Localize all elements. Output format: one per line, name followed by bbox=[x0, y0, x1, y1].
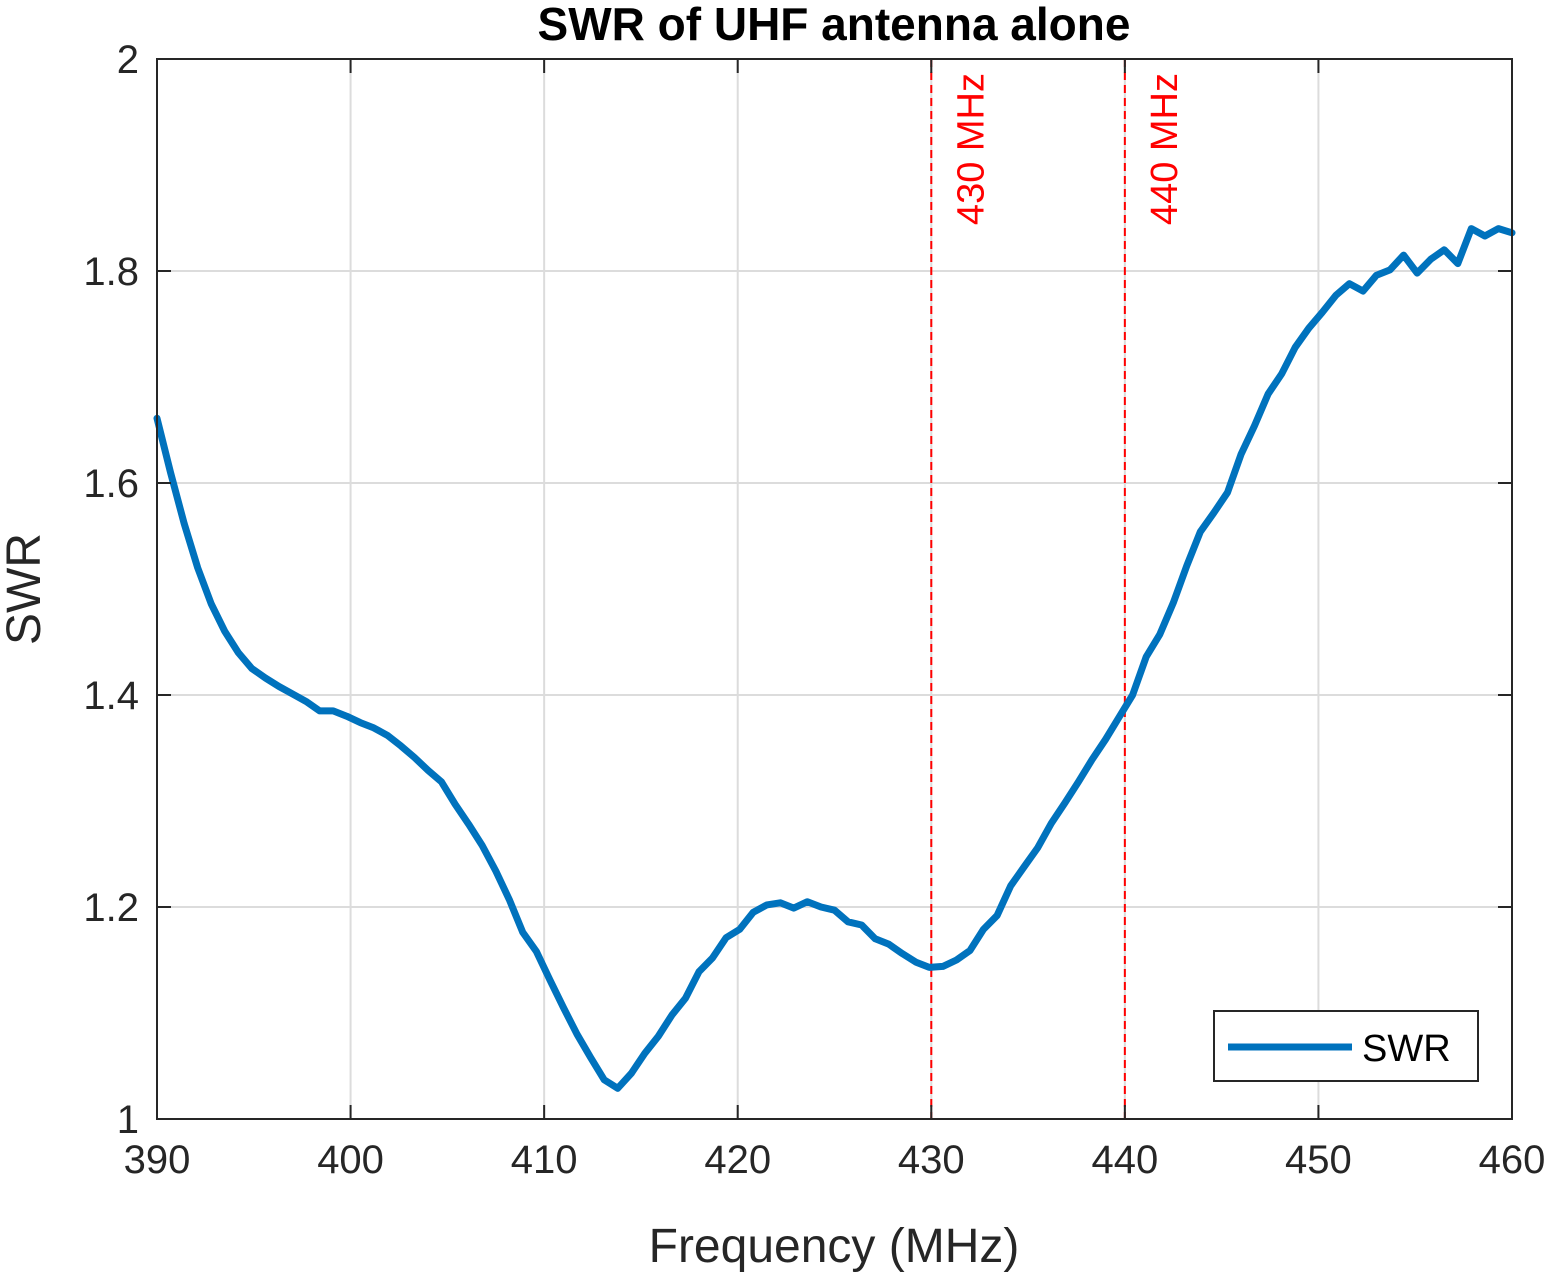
series-line-swr bbox=[153, 225, 1516, 1092]
x-tick-label: 460 bbox=[1479, 1138, 1546, 1182]
y-tick-label: 1 bbox=[117, 1098, 139, 1142]
plot-area bbox=[157, 59, 1512, 1119]
x-tick-label: 440 bbox=[1091, 1138, 1158, 1182]
x-tick-label: 400 bbox=[317, 1138, 384, 1182]
annotation-lines bbox=[930, 59, 1126, 1119]
x-tick-label: 450 bbox=[1285, 1138, 1352, 1182]
annotation-label: 440 MHz bbox=[1144, 73, 1186, 225]
y-tick-label: 1.4 bbox=[83, 674, 139, 718]
chart-title: SWR of UHF antenna alone bbox=[538, 0, 1131, 50]
x-tick-label: 430 bbox=[898, 1138, 965, 1182]
legend: SWR bbox=[1213, 1010, 1479, 1082]
y-tick-label: 1.2 bbox=[83, 886, 139, 930]
x-tick-labels: 390 400 410 420 430 440 450 460 bbox=[124, 1138, 1546, 1182]
grid-lines bbox=[157, 59, 1512, 1119]
y-tick-label: 1.6 bbox=[83, 462, 139, 506]
x-tick-label: 390 bbox=[124, 1138, 191, 1182]
x-axis-label: Frequency (MHz) bbox=[649, 1220, 1020, 1273]
y-tick-label: 1.8 bbox=[83, 250, 139, 294]
tick-marks bbox=[156, 58, 1513, 1120]
y-tick-label: 2 bbox=[117, 38, 139, 82]
y-axis-label: SWR bbox=[0, 533, 51, 645]
plot-frame bbox=[156, 58, 1513, 1120]
annotation-labels: 430 MHz 440 MHz bbox=[950, 73, 1186, 225]
series-lines bbox=[153, 225, 1516, 1092]
x-tick-label: 420 bbox=[704, 1138, 771, 1182]
x-tick-label: 410 bbox=[511, 1138, 578, 1182]
annotation-label: 430 MHz bbox=[950, 73, 992, 225]
legend-label: SWR bbox=[1362, 1028, 1451, 1070]
y-tick-labels: 1 1.2 1.4 1.6 1.8 2 bbox=[83, 38, 139, 1142]
